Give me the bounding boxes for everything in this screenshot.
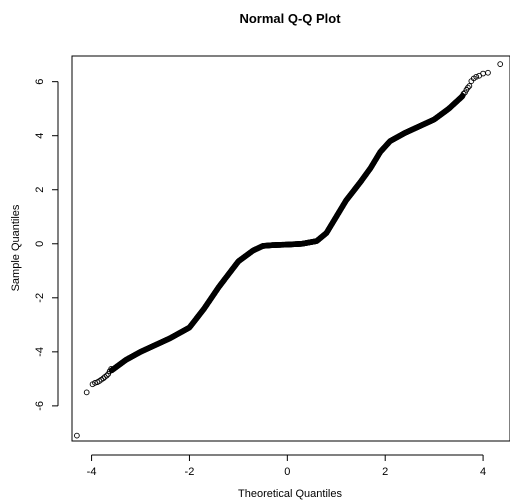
data-point bbox=[480, 70, 486, 77]
y-tick-label-5: 4 bbox=[34, 133, 46, 139]
plot-frame bbox=[71, 55, 510, 442]
x-axis: -4 -2 0 2 4 bbox=[87, 454, 486, 478]
data-point bbox=[466, 83, 473, 89]
data-point bbox=[473, 73, 480, 80]
y-tick-label-6: 6 bbox=[34, 79, 46, 85]
data-point bbox=[497, 61, 504, 67]
x-tick-label-3: 2 bbox=[382, 466, 388, 478]
x-tick-label-4: 4 bbox=[480, 466, 486, 478]
x-tick-label-1: -2 bbox=[185, 466, 195, 478]
data-point bbox=[74, 432, 80, 439]
x-axis-label: Theoretical Quantiles bbox=[238, 488, 342, 500]
chart-title: Normal Q-Q Plot bbox=[239, 11, 341, 26]
y-tick-label-2: -2 bbox=[34, 293, 46, 303]
data-point bbox=[462, 89, 468, 96]
data-point bbox=[103, 372, 110, 379]
data-point bbox=[100, 375, 107, 382]
x-tick-label-0: -4 bbox=[87, 466, 97, 478]
data-point bbox=[460, 90, 467, 97]
data-point bbox=[465, 84, 471, 91]
data-point bbox=[83, 389, 90, 396]
y-tick-label-4: 2 bbox=[34, 187, 46, 193]
y-tick-label-1: -4 bbox=[34, 347, 46, 357]
data-point bbox=[108, 366, 115, 372]
points-layer bbox=[74, 61, 504, 439]
y-axis-label: Sample Quantiles bbox=[10, 204, 22, 291]
data-point bbox=[485, 69, 491, 76]
y-axis: -6 -4 -2 0 2 4 6 bbox=[34, 79, 59, 411]
x-tick-label-2: 0 bbox=[284, 466, 290, 478]
data-point bbox=[105, 371, 112, 377]
y-tick-label-0: -6 bbox=[34, 401, 46, 411]
y-tick-label-3: 0 bbox=[34, 241, 46, 247]
